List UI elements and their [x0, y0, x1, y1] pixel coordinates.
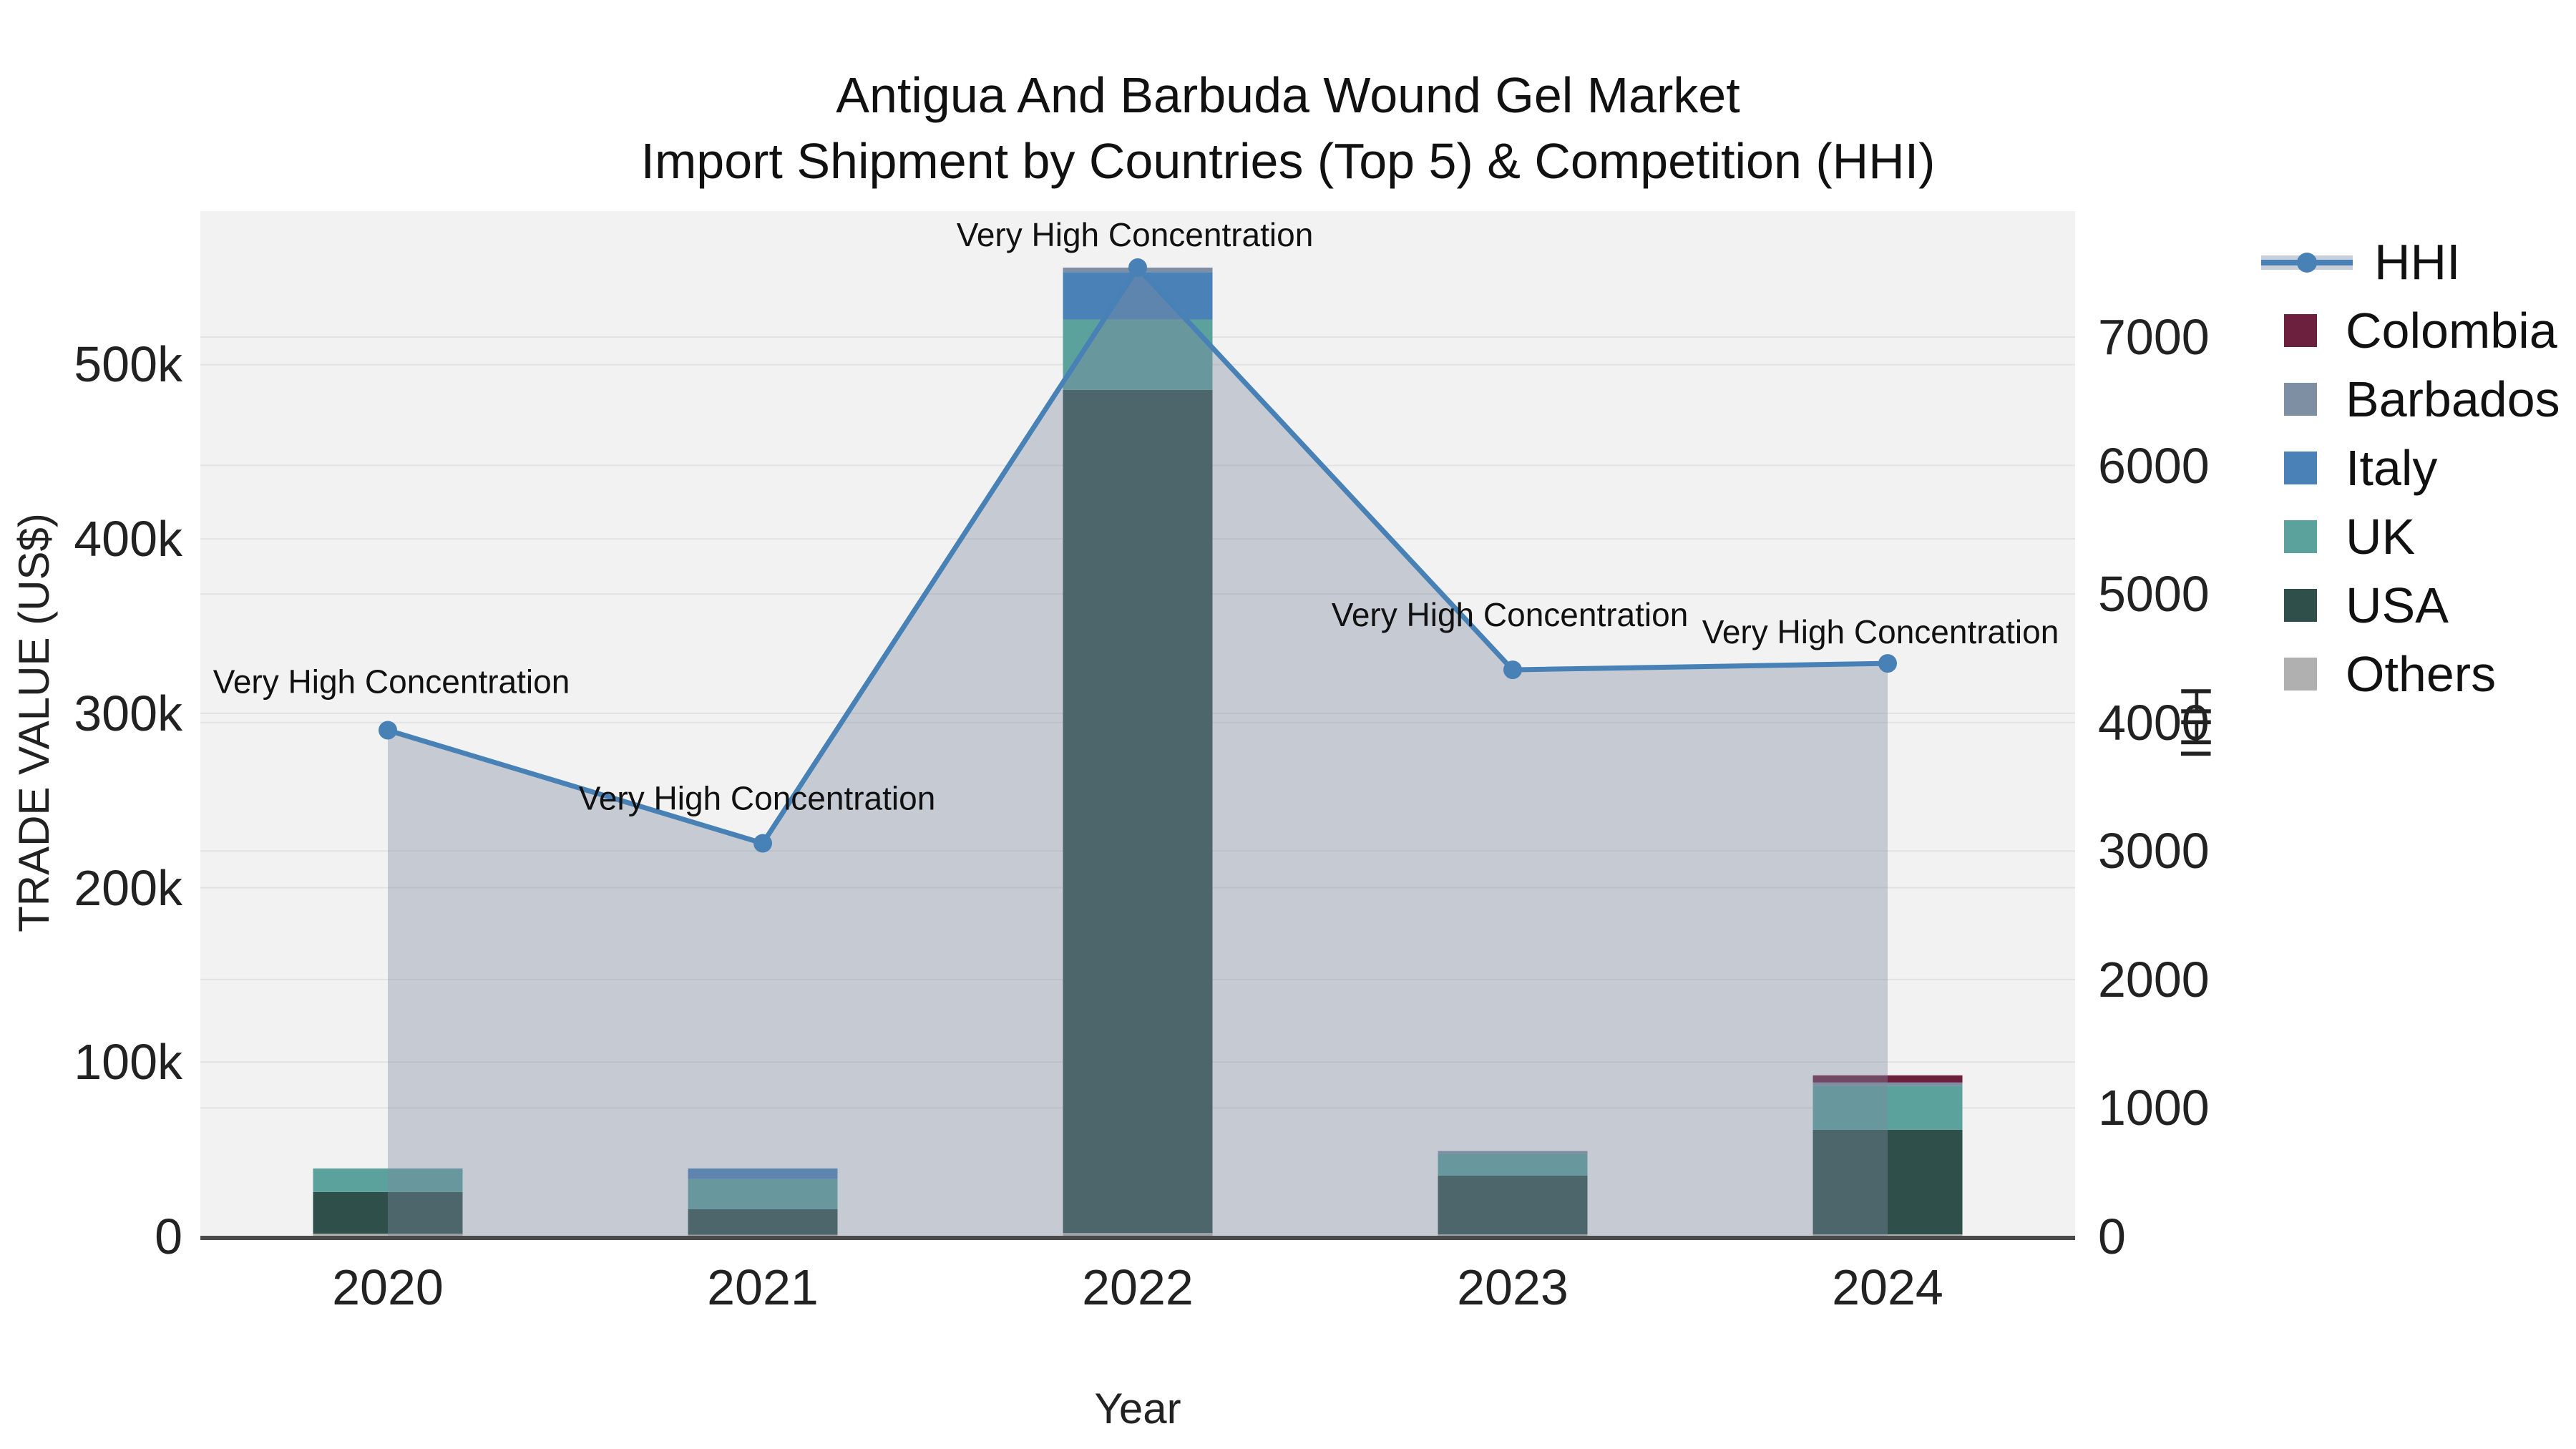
bar-segment-uk-2023: [1438, 1153, 1588, 1176]
legend-item-barbados[interactable]: Barbados: [2261, 365, 2560, 434]
bar-segment-others-2023: [1438, 1234, 1588, 1236]
hhi-marker-2020: [379, 721, 397, 740]
bar-segment-uk-2021: [688, 1179, 838, 1209]
x-tick-label: 2023: [1457, 1259, 1568, 1315]
y-right-axis-title: HHI: [2172, 686, 2220, 760]
x-tick-label: 2022: [1082, 1259, 1194, 1315]
y-right-tick-label: 6000: [2098, 437, 2210, 494]
usa-swatch-icon: [2284, 589, 2317, 622]
x-tick-label: 2021: [707, 1259, 819, 1315]
bar-segment-usa-2024: [1813, 1129, 1963, 1235]
y-left-tick-label: 0: [155, 1209, 182, 1264]
legend-item-colombia[interactable]: Colombia: [2261, 296, 2560, 365]
y-left-tick-label: 400k: [74, 511, 182, 567]
x-tick-label: 2020: [332, 1259, 444, 1315]
annotation-label-2022: Very High Concentration: [957, 216, 1314, 253]
y-right-tick-label: 5000: [2098, 566, 2210, 623]
legend-label: USA: [2346, 577, 2449, 633]
y-left-tick-label: 300k: [74, 685, 182, 741]
x-axis-title: Year: [1094, 1385, 1181, 1433]
bar-segment-barbados-2023: [1438, 1151, 1588, 1154]
legend-label: UK: [2346, 509, 2416, 565]
bar-segment-others-2022: [1063, 1233, 1213, 1236]
y-left-tick-label: 100k: [74, 1034, 182, 1091]
bar-segment-usa-2020: [313, 1191, 463, 1234]
legend-item-usa[interactable]: USA: [2261, 571, 2560, 640]
colombia-swatch-icon: [2284, 314, 2317, 347]
bar-segment-usa-2021: [688, 1209, 838, 1235]
annotation-label-2021: Very High Concentration: [579, 780, 936, 817]
y-right-tick-label: 4000: [2098, 694, 2210, 751]
hhi-marker-2023: [1503, 660, 1522, 680]
hhi-area-fill: [388, 268, 1888, 1236]
legend-label: Barbados: [2346, 371, 2560, 427]
uk-swatch-icon: [2284, 520, 2317, 553]
others-swatch-icon: [2284, 658, 2317, 691]
annotation-label-2024: Very High Concentration: [1702, 613, 2059, 650]
bar-segment-uk-2024: [1813, 1085, 1963, 1130]
x-tick-label: 2024: [1832, 1259, 1943, 1315]
y-left-tick-label: 500k: [74, 336, 182, 393]
y-right-tick-label: 7000: [2098, 308, 2210, 365]
bar-segment-others-2024: [1813, 1234, 1963, 1236]
y-left-axis-title: TRADE VALUE (US$): [10, 513, 58, 932]
bar-segment-italy-2021: [688, 1168, 838, 1179]
bar-segment-italy-2022: [1063, 272, 1213, 320]
legend-label: HHI: [2374, 234, 2461, 290]
y-right-tick-label: 1000: [2098, 1080, 2210, 1136]
legend-item-hhi[interactable]: HHI: [2261, 228, 2560, 296]
chart-subtitle: Import Shipment by Countries (Top 5) & C…: [640, 133, 1936, 189]
y-left-tick-label: 200k: [74, 859, 182, 916]
bar-segment-usa-2022: [1063, 389, 1213, 1234]
bar-segment-uk-2020: [313, 1168, 463, 1192]
legend-item-uk[interactable]: UK: [2261, 502, 2560, 571]
legend-label: Colombia: [2346, 303, 2557, 358]
italy-swatch-icon: [2284, 452, 2317, 484]
hhi-marker-2024: [1878, 654, 1897, 673]
legend: HHI Colombia Barbados Italy UK USA Other…: [2261, 228, 2560, 708]
y-right-tick-label: 2000: [2098, 951, 2210, 1008]
bar-segment-uk-2022: [1063, 319, 1213, 390]
y-right-tick-label: 3000: [2098, 823, 2210, 879]
barbados-swatch-icon: [2284, 383, 2317, 416]
legend-label: Italy: [2346, 440, 2438, 496]
bar-segment-colombia-2024: [1813, 1075, 1963, 1083]
annotation-label-2023: Very High Concentration: [1332, 596, 1689, 633]
bar-segment-barbados-2024: [1813, 1082, 1963, 1086]
chart-title-block: Antigua And Barbuda Wound Gel Market Imp…: [0, 62, 2576, 194]
hhi-marker-2022: [1128, 258, 1147, 278]
bar-segment-usa-2023: [1438, 1175, 1588, 1235]
hhi-marker-2021: [753, 834, 772, 853]
legend-item-others[interactable]: Others: [2261, 640, 2560, 708]
annotation-label-2020: Very High Concentration: [213, 663, 570, 700]
plot-canvas: Very High Concentration Very High Concent…: [200, 216, 2075, 1236]
x-axis-line: [200, 1236, 2075, 1240]
plot-area: Very High Concentration Very High Concent…: [200, 211, 2075, 1236]
legend-label: Others: [2346, 646, 2497, 702]
hhi-line-sample-icon: [2261, 245, 2353, 278]
y-right-tick-label: 0: [2098, 1209, 2126, 1264]
bar-segment-others-2021: [688, 1234, 838, 1236]
chart-title: Antigua And Barbuda Wound Gel Market: [836, 67, 1740, 123]
legend-item-italy[interactable]: Italy: [2261, 434, 2560, 502]
bar-segment-others-2020: [313, 1234, 463, 1236]
